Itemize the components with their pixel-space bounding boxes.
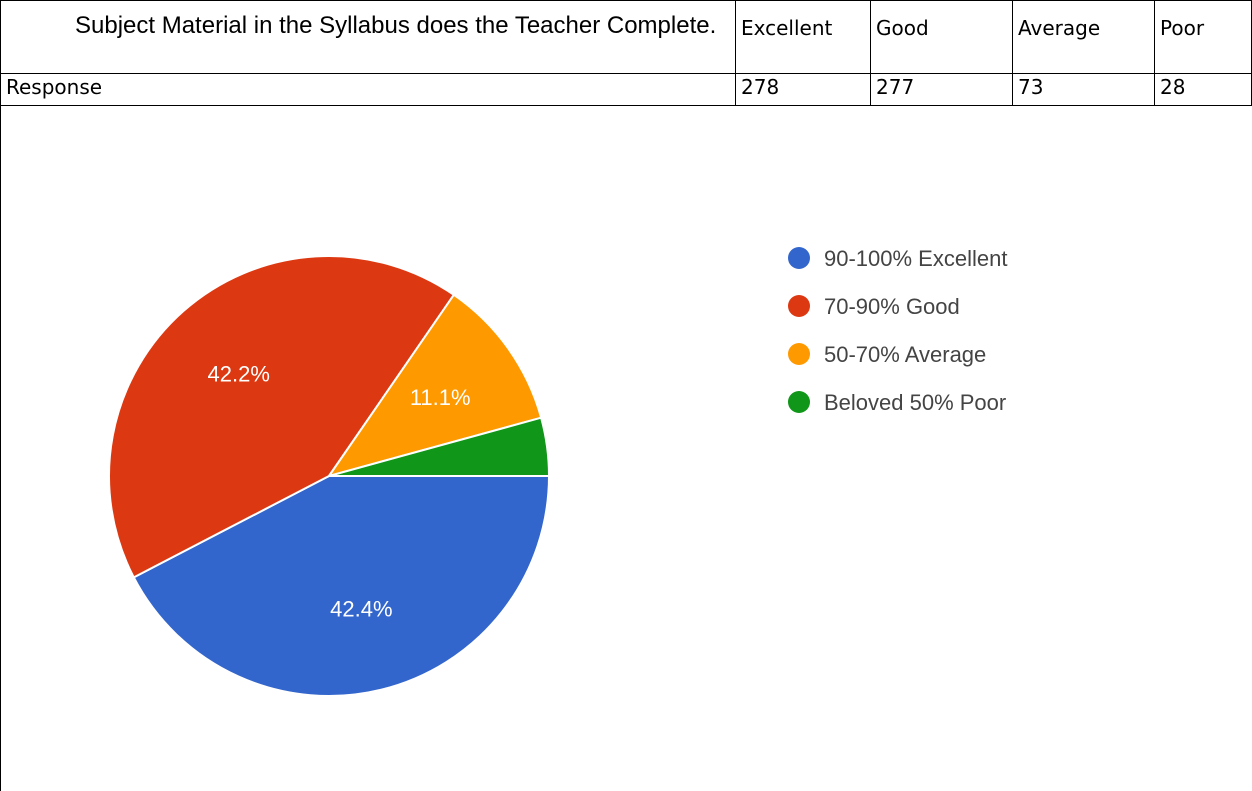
pie-slice-1 (108, 255, 456, 579)
chart-legend: 90-100% Excellent 70-90% Good 50-70% Avera… (788, 246, 1007, 415)
pie-slice-2 (326, 293, 543, 478)
row-label: Response (1, 74, 736, 106)
question-cell: Subject Material in the Syllabus does th… (1, 1, 736, 74)
value-excellent: 278 (736, 74, 871, 106)
legend-swatch-2 (788, 343, 810, 365)
pie-chart: 42.4% 42.2% 11.1% 90-100% Excellent 70-90% … (108, 246, 1007, 697)
legend-label-1: 70-90% Good (824, 294, 960, 319)
value-good: 277 (871, 74, 1013, 106)
response-table: Subject Material in the Syllabus does th… (0, 0, 1252, 106)
slice-label-2: 11.1% (410, 385, 471, 410)
legend-label-2: 50-70% Average (824, 342, 986, 367)
slice-label-0: 42.4% (330, 597, 392, 622)
header-good: Good (871, 1, 1013, 74)
pie-slice-3 (328, 416, 551, 477)
pie-slice-labels: 42.4% 42.2% 11.1% (208, 362, 471, 622)
pie-slices (108, 255, 551, 697)
legend-swatch-0 (788, 247, 810, 269)
table-top-border (0, 0, 1252, 1)
slice-label-1: 42.2% (208, 362, 270, 387)
header-average: Average (1013, 1, 1155, 74)
header-poor: Poor (1155, 1, 1252, 74)
legend-swatch-3 (788, 391, 810, 413)
value-average: 73 (1013, 74, 1155, 106)
page-left-border (0, 0, 1, 791)
pie-slice-0 (132, 475, 551, 697)
legend-swatch-1 (788, 295, 810, 317)
header-excellent: Excellent (736, 1, 871, 74)
legend-label-0: 90-100% Excellent (824, 246, 1007, 271)
value-poor: 28 (1155, 74, 1252, 106)
legend-label-3: Beloved 50% Poor (824, 390, 1006, 415)
